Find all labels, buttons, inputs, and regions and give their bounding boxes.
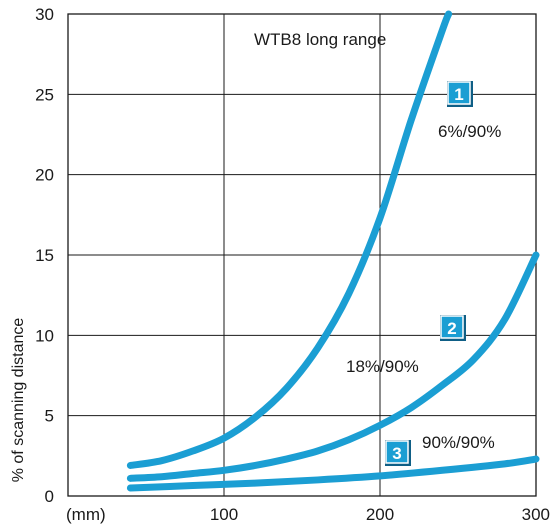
series-lines [126,10,540,492]
series-badge-number: 3 [392,444,401,463]
y-axis-label: % of scanning distance [10,318,27,483]
y-tick-label: 15 [35,246,54,265]
y-tick-labels: 0 5 10 15 20 25 30 [35,5,54,506]
series-badges: 1 6%/90% 2 18%/90% 3 90%/90% [346,81,501,466]
y-tick-label: 20 [35,166,54,185]
series-line-3 [126,455,540,492]
y-tick-label: 30 [35,5,54,24]
series-badge-number: 2 [447,319,456,338]
x-tick-label: 300 [522,505,550,524]
x-axis-label: (mm) [66,505,106,524]
series-label: 6%/90% [438,122,501,141]
y-tick-label: 25 [35,85,54,104]
series-badge-number: 1 [454,85,463,104]
series-label: 90%/90% [422,433,495,452]
series-label: 18%/90% [346,357,419,376]
y-tick-label: 0 [45,487,54,506]
series-badge-3 [385,440,409,464]
series-line-2 [126,251,540,482]
y-tick-label: 10 [35,326,54,345]
chart-title: WTB8 long range [254,30,386,49]
series-badge-2 [440,315,464,339]
series-badge-1 [447,81,471,105]
x-tick-label: 200 [366,505,394,524]
x-tick-label: 100 [210,505,238,524]
series-line-1 [126,10,453,469]
y-tick-label: 5 [45,407,54,426]
x-tick-labels: 100 200 300 [210,505,550,524]
